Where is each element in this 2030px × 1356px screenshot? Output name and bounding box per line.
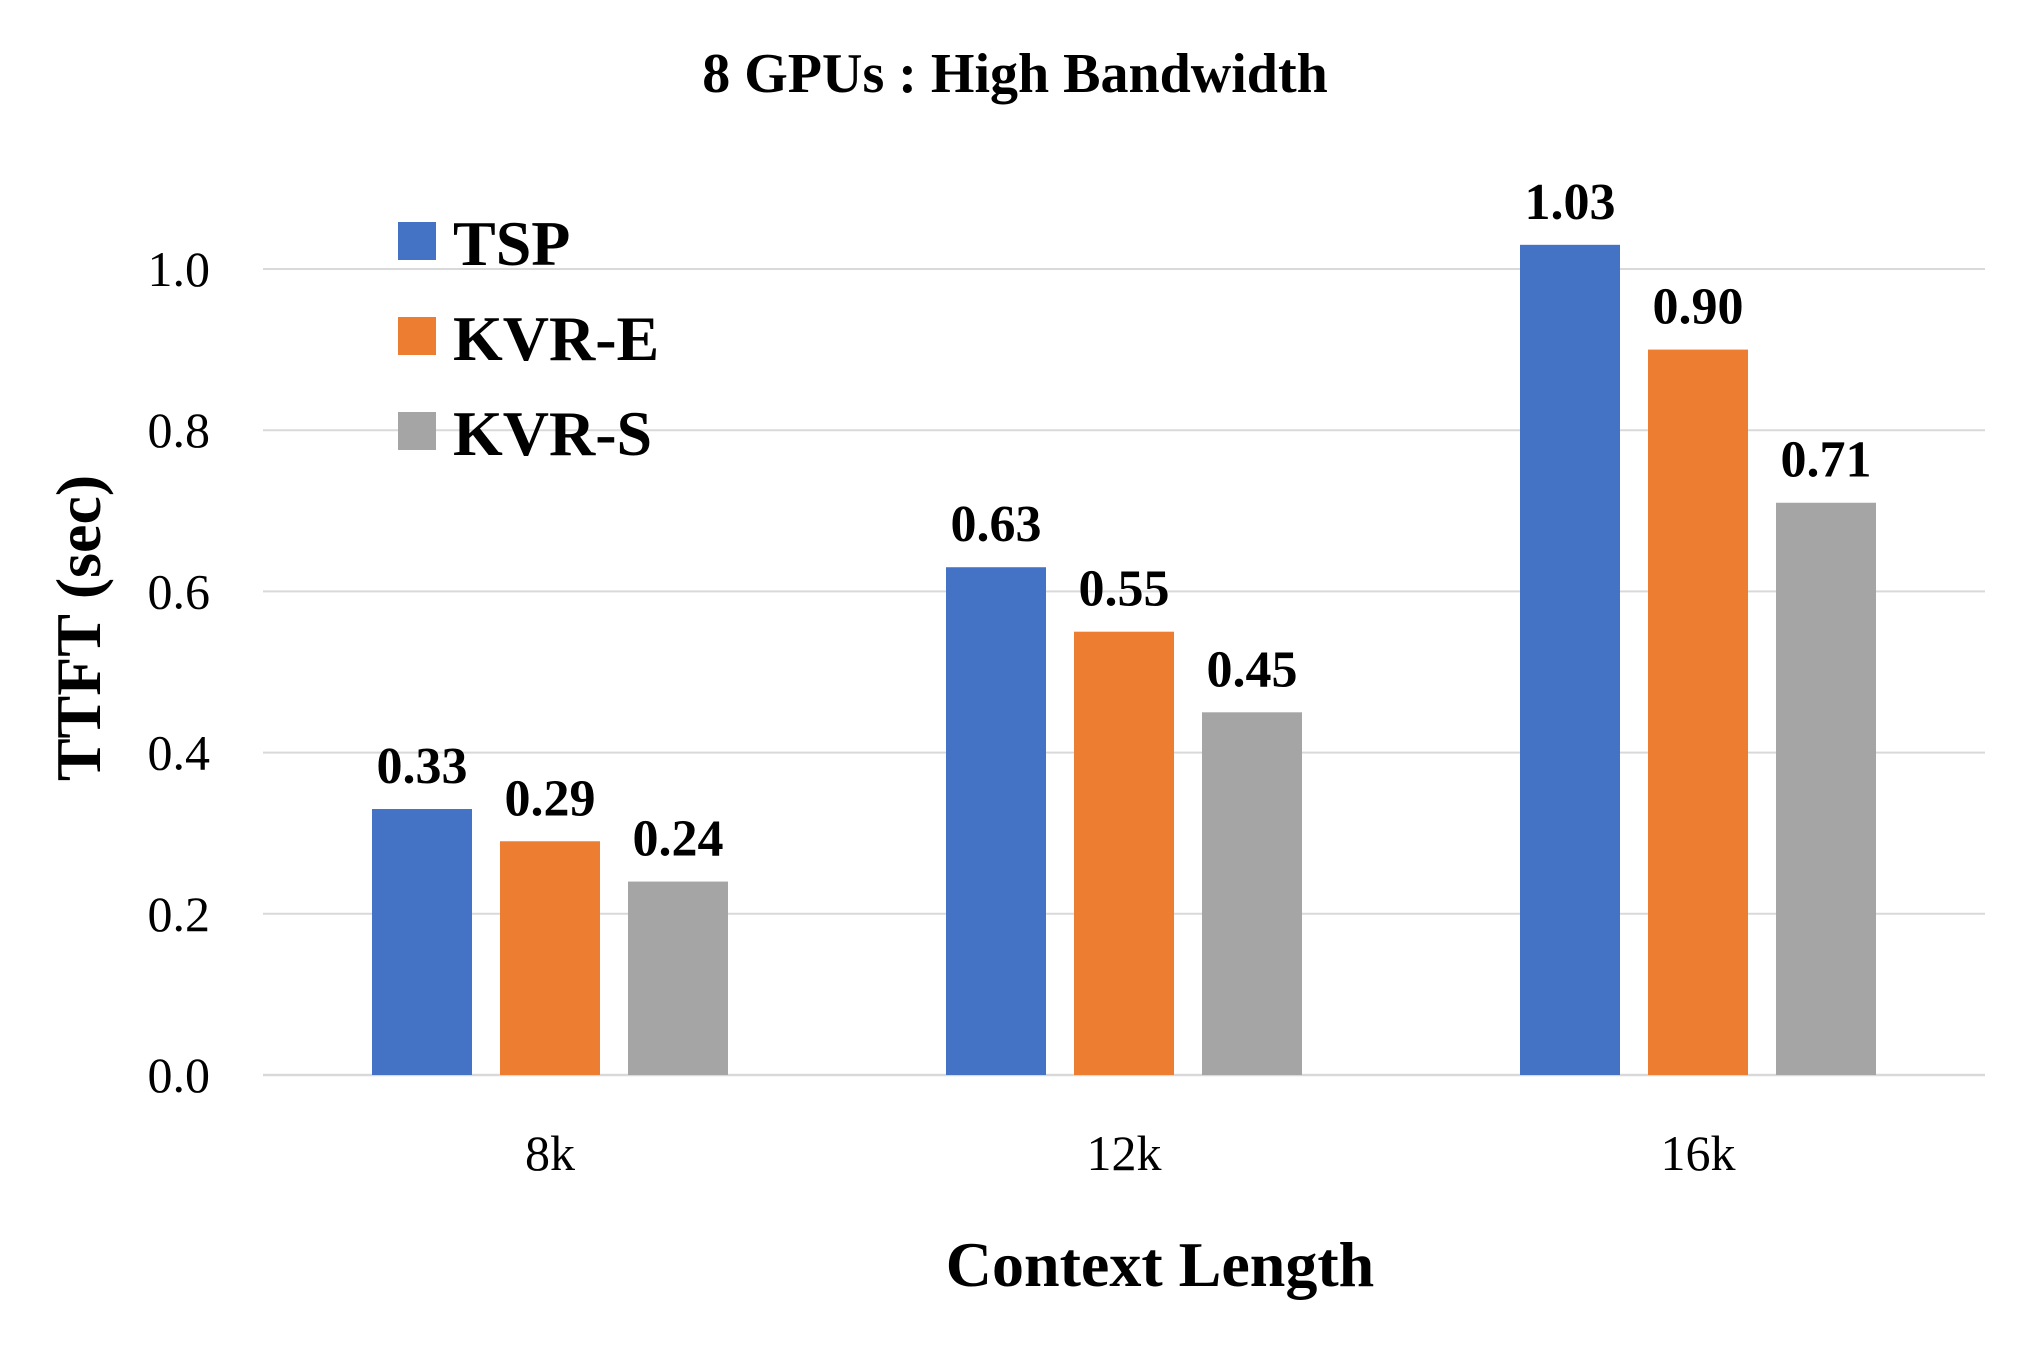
data-label: 0.71 bbox=[1781, 432, 1872, 489]
x-tick-label: 12k bbox=[1087, 1125, 1162, 1181]
data-label: 1.03 bbox=[1525, 174, 1616, 231]
x-tick-label: 16k bbox=[1661, 1125, 1736, 1181]
legend-swatch-kvr-e bbox=[398, 317, 436, 355]
bar-kvr-s-16k bbox=[1776, 502, 1876, 1075]
bars bbox=[372, 244, 1876, 1076]
y-tick-label: 0.6 bbox=[148, 563, 211, 619]
legend-swatch-kvr-s bbox=[398, 412, 436, 450]
data-label: 0.90 bbox=[1653, 279, 1744, 336]
bar-kvr-s-8k bbox=[628, 881, 728, 1075]
legend-label: TSP bbox=[453, 208, 570, 279]
y-tick-label: 0.4 bbox=[148, 725, 211, 781]
data-labels: 0.33 0.29 0.24 0.63 0.55 0.45 1.03 0.90 0.71 bbox=[377, 174, 1872, 868]
bar-tsp-16k bbox=[1520, 244, 1620, 1075]
data-label: 0.29 bbox=[505, 770, 596, 827]
y-tick-label: 0.2 bbox=[148, 886, 211, 942]
y-tick-label: 0.0 bbox=[148, 1047, 211, 1103]
legend: TSP KVR-E KVR-S bbox=[398, 208, 659, 469]
data-label: 0.55 bbox=[1079, 561, 1170, 618]
y-tick-label: 1.0 bbox=[148, 241, 211, 297]
legend-label: KVR-S bbox=[453, 398, 652, 469]
data-label: 0.24 bbox=[633, 811, 724, 868]
legend-label: KVR-E bbox=[453, 303, 659, 374]
bar-kvr-s-12k bbox=[1202, 712, 1302, 1075]
y-tick-label: 0.8 bbox=[148, 402, 211, 458]
x-axis-ticks: 8k 12k 16k bbox=[525, 1125, 1736, 1181]
bar-tsp-12k bbox=[946, 567, 1046, 1075]
bar-kvr-e-12k bbox=[1074, 631, 1174, 1075]
x-tick-label: 8k bbox=[525, 1125, 575, 1181]
y-axis-title: TTFT (sec) bbox=[43, 475, 114, 781]
x-axis-title: Context Length bbox=[946, 1229, 1374, 1300]
bar-kvr-e-16k bbox=[1648, 349, 1748, 1076]
bar-kvr-e-8k bbox=[500, 841, 600, 1075]
legend-swatch-tsp bbox=[398, 222, 436, 260]
data-label: 0.63 bbox=[951, 496, 1042, 553]
data-label: 0.45 bbox=[1207, 641, 1298, 698]
data-label: 0.33 bbox=[377, 738, 468, 795]
y-axis-ticks: 0.0 0.2 0.4 0.6 0.8 1.0 bbox=[148, 241, 211, 1103]
chart-title: 8 GPUs : High Bandwidth bbox=[702, 43, 1328, 105]
bar-tsp-8k bbox=[372, 809, 472, 1075]
